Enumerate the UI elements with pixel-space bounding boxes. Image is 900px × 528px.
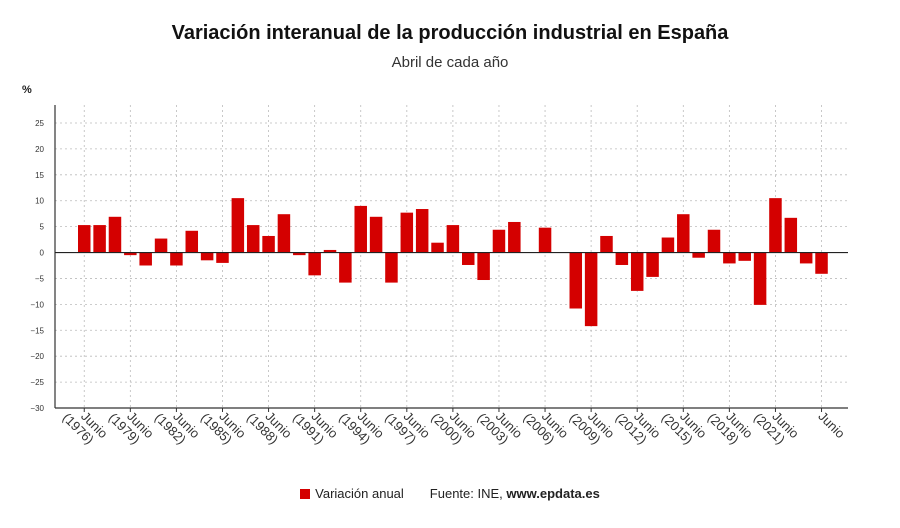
bar: [738, 252, 751, 261]
bar: [784, 217, 798, 253]
y-tick-label: −30: [30, 404, 44, 413]
legend: Variación anual Fuente: INE, www.epdata.…: [0, 486, 900, 502]
bar: [246, 225, 260, 253]
y-tick-label: 10: [35, 197, 44, 206]
bar: [569, 252, 583, 309]
y-tick-label: −25: [30, 378, 44, 387]
y-tick-label: −10: [30, 300, 44, 309]
bar: [753, 252, 767, 305]
bar: [185, 230, 199, 253]
bar: [277, 214, 291, 253]
bar: [93, 225, 106, 253]
bar: [477, 252, 490, 281]
bar: [369, 216, 383, 253]
bar: [431, 242, 444, 253]
y-tick-label: 0: [40, 249, 45, 258]
bar: [124, 252, 137, 256]
chart-subtitle: Abril de cada año: [391, 54, 509, 71]
legend-label: Variación anual: [315, 486, 404, 501]
bar: [139, 252, 152, 266]
bars-group: [78, 198, 828, 327]
source-note: Fuente: INE, www.epdata.es: [430, 486, 600, 501]
source-prefix: Fuente: INE,: [429, 486, 503, 501]
bar: [415, 209, 429, 253]
bar: [354, 205, 367, 253]
source-site: www.epdata.es: [506, 486, 600, 501]
bar: [538, 227, 552, 253]
grid-lines: [55, 105, 848, 408]
bar: [385, 252, 398, 283]
bar: [799, 252, 813, 264]
y-axis-label: %: [22, 84, 32, 96]
y-tick-label: −20: [30, 352, 44, 361]
bar: [815, 252, 828, 274]
bar: [462, 252, 475, 265]
bar: [661, 237, 675, 253]
bar: [323, 249, 337, 253]
bar: [339, 252, 352, 283]
x-tick-label: Junio: [815, 409, 848, 442]
bar: [308, 252, 321, 276]
bar: [615, 252, 629, 265]
bar: [400, 212, 414, 253]
x-tick-label-line1: Junio: [815, 409, 848, 442]
y-tick-label: −5: [35, 274, 45, 283]
y-tick-label: 20: [35, 145, 44, 154]
bar: [769, 198, 782, 253]
y-tick-labels: 25 20 15 10 5 0 −5 −10 −15 −20 −25 −30: [30, 119, 44, 413]
bar: [262, 235, 275, 253]
bar: [492, 229, 506, 253]
bar: [293, 252, 306, 256]
legend-swatch: [300, 488, 311, 499]
bar: [108, 216, 122, 253]
axes: [54, 105, 848, 412]
y-tick-label: 5: [40, 223, 45, 232]
bar: [646, 252, 659, 277]
bar: [508, 221, 521, 253]
bar: [446, 225, 460, 253]
chart-title: Variación interanual de la producción in…: [171, 22, 729, 44]
bar: [216, 252, 229, 263]
bar: [154, 238, 168, 253]
bar: [231, 198, 245, 253]
y-tick-label: 15: [35, 171, 44, 180]
y-tick-label: 25: [35, 119, 44, 128]
bar: [600, 235, 613, 253]
bar: [723, 252, 736, 264]
bar: [170, 252, 183, 266]
bar: [584, 252, 598, 327]
bar: [630, 252, 644, 291]
bar: [78, 225, 91, 253]
y-tick-label: −15: [30, 326, 44, 335]
bar: [707, 229, 721, 253]
bar: [692, 252, 705, 258]
bar: [200, 252, 214, 261]
bar: [677, 214, 690, 253]
